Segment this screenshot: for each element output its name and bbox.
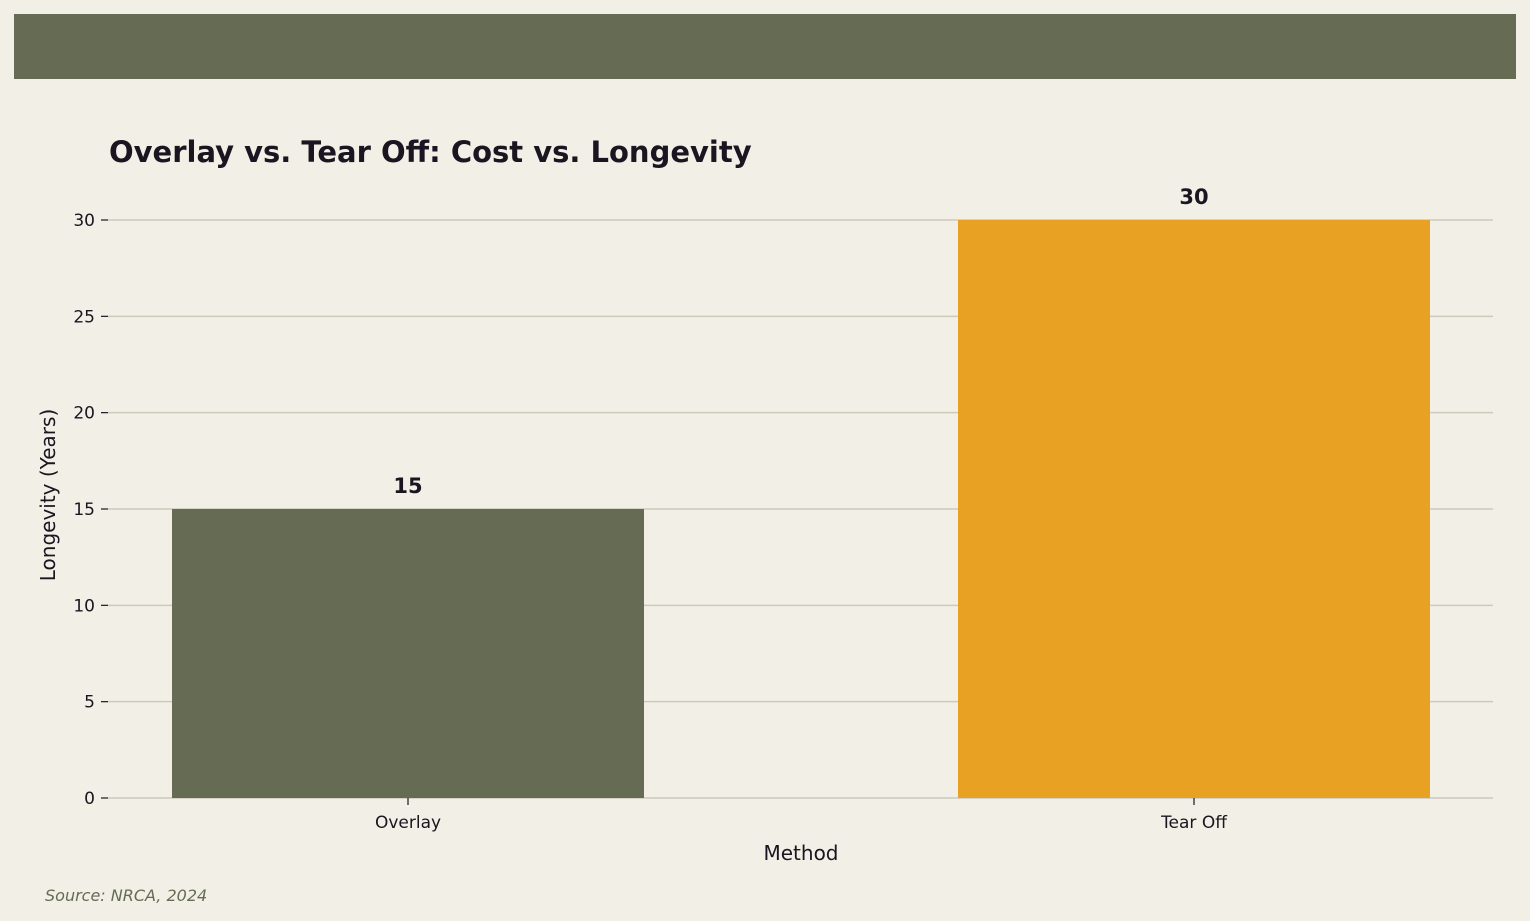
x-axis-label: Method [763,841,838,865]
header-bar [14,14,1516,79]
y-tick-label: 0 [84,789,95,809]
y-tick-label: 25 [73,307,95,327]
x-axis: Overlay Tear Off [375,798,1228,833]
y-axis-label: Longevity (Years) [36,409,60,582]
bar-value-label: 30 [1179,185,1208,209]
y-tick-label: 20 [73,404,95,424]
source-note: Source: NRCA, 2024 [45,886,208,905]
chart-title: Overlay vs. Tear Off: Cost vs. Longevity [109,135,752,169]
bar-value-label: 15 [393,474,422,498]
y-tick-label: 15 [73,500,95,520]
y-tick-label: 5 [84,693,95,713]
y-tick-label: 10 [73,596,95,616]
bar-tear-off [958,220,1430,798]
y-tick-label: 30 [73,211,95,231]
bar-overlay [172,509,644,798]
x-tick-label: Overlay [375,813,441,833]
y-axis: 0 5 10 15 20 25 30 [73,211,108,809]
x-tick-label: Tear Off [1160,813,1228,833]
